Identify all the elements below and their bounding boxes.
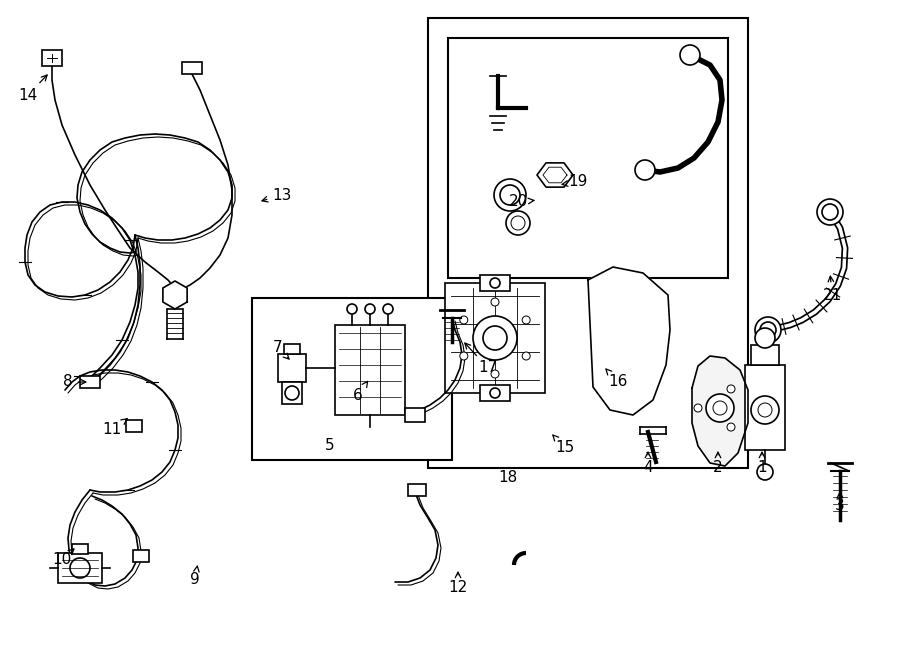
Bar <box>133 550 149 562</box>
Text: 13: 13 <box>262 188 292 202</box>
Circle shape <box>817 199 843 225</box>
Bar <box>480 385 510 401</box>
Circle shape <box>491 370 499 378</box>
Bar <box>182 62 202 74</box>
Circle shape <box>751 396 779 424</box>
Bar <box>335 325 405 415</box>
Text: 12: 12 <box>448 572 468 596</box>
Bar <box>72 544 88 554</box>
Circle shape <box>460 352 468 360</box>
Text: 18: 18 <box>499 471 517 485</box>
Text: 19: 19 <box>562 175 588 190</box>
Bar <box>405 408 425 422</box>
Text: 16: 16 <box>606 369 627 389</box>
Circle shape <box>680 45 700 65</box>
Text: 21: 21 <box>823 276 842 303</box>
Bar <box>282 382 302 404</box>
Text: 14: 14 <box>18 75 47 102</box>
Bar <box>284 344 300 354</box>
Bar <box>126 420 142 432</box>
Bar <box>751 345 779 365</box>
Circle shape <box>506 211 530 235</box>
Circle shape <box>347 304 357 314</box>
Circle shape <box>727 385 735 393</box>
Polygon shape <box>163 281 187 309</box>
Circle shape <box>365 304 375 314</box>
Circle shape <box>635 160 655 180</box>
Circle shape <box>494 179 526 211</box>
Circle shape <box>500 185 520 205</box>
Text: 9: 9 <box>190 566 200 588</box>
Circle shape <box>383 304 393 314</box>
Circle shape <box>511 216 525 230</box>
Circle shape <box>483 326 507 350</box>
Text: 4: 4 <box>644 452 652 475</box>
Polygon shape <box>588 267 670 415</box>
Bar <box>42 50 62 66</box>
Text: 11: 11 <box>103 418 127 438</box>
Circle shape <box>760 322 776 338</box>
Circle shape <box>713 401 727 415</box>
Bar <box>408 484 426 496</box>
Text: 1: 1 <box>757 452 767 475</box>
Text: 5: 5 <box>325 438 335 453</box>
Bar <box>445 283 545 393</box>
Bar <box>480 275 510 291</box>
Bar <box>428 18 748 468</box>
Bar <box>745 365 785 450</box>
Polygon shape <box>692 356 748 466</box>
Circle shape <box>491 298 499 306</box>
Circle shape <box>757 464 773 480</box>
Bar <box>80 376 100 388</box>
Circle shape <box>822 204 838 220</box>
Text: 8: 8 <box>63 375 86 389</box>
Text: 7: 7 <box>274 340 289 359</box>
Circle shape <box>473 316 517 360</box>
Polygon shape <box>537 163 573 187</box>
Text: 6: 6 <box>353 381 367 403</box>
Circle shape <box>694 404 702 412</box>
Circle shape <box>758 403 772 417</box>
Circle shape <box>285 386 299 400</box>
Circle shape <box>522 316 530 324</box>
Bar <box>278 354 306 382</box>
Circle shape <box>70 558 90 578</box>
Circle shape <box>706 394 734 422</box>
Circle shape <box>490 388 500 398</box>
Circle shape <box>727 423 735 431</box>
Text: 20: 20 <box>508 194 534 210</box>
Text: 10: 10 <box>52 549 74 568</box>
Bar <box>252 298 452 460</box>
Circle shape <box>755 317 781 343</box>
Circle shape <box>460 316 468 324</box>
Text: 3: 3 <box>835 492 845 512</box>
Circle shape <box>755 328 775 348</box>
Bar <box>58 553 102 583</box>
Circle shape <box>522 352 530 360</box>
Text: 17: 17 <box>464 343 498 375</box>
Text: 2: 2 <box>713 452 723 475</box>
Text: 15: 15 <box>553 435 574 455</box>
Circle shape <box>490 278 500 288</box>
Bar <box>448 38 728 278</box>
